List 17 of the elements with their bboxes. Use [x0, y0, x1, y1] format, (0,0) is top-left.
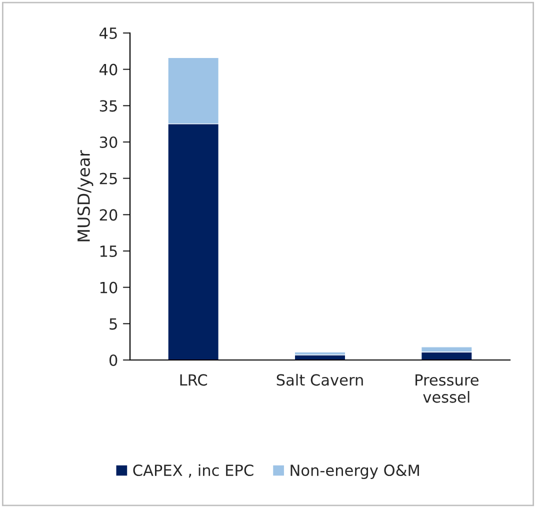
y-tick-label: 0 [109, 354, 118, 366]
y-tick-label: 10 [100, 282, 118, 294]
y-tick-label: 15 [100, 246, 117, 258]
x-tick-label: Salt Cavern [276, 374, 363, 386]
y-tick-label: 30 [100, 136, 118, 148]
y-tick-label: 5 [110, 318, 117, 330]
y-axis-title: MUSD/year [77, 150, 94, 242]
y-tick-label: 20 [100, 209, 118, 221]
y-tick-label: 35 [100, 100, 117, 112]
x-tick-label: LRC [180, 374, 208, 386]
legend-label: CAPEX , inc EPC [133, 464, 254, 478]
y-tick-label: 45 [100, 28, 117, 40]
x-tick-label: Pressure vessel [416, 374, 478, 403]
bar [294, 352, 346, 356]
y-tick-label: 40 [100, 64, 118, 76]
legend-label: Non-energy O&M [290, 464, 419, 480]
y-tick-label: 25 [100, 172, 117, 184]
